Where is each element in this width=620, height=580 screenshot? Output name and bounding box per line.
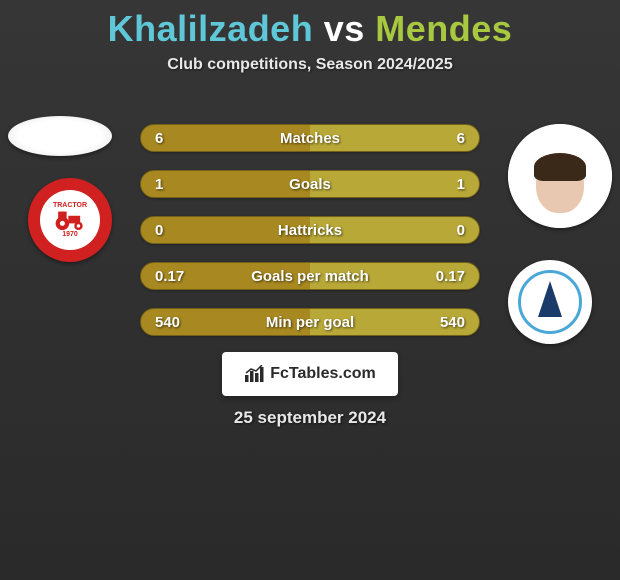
stat-right-value: 540 (440, 314, 465, 331)
vs-text: vs (324, 8, 365, 49)
stat-row: 540 Min per goal 540 (140, 308, 480, 336)
stat-right-value: 0 (457, 222, 465, 239)
stat-row: 0 Hattricks 0 (140, 216, 480, 244)
page-title: Khalilzadeh vs Mendes (0, 0, 620, 50)
stat-label: Matches (280, 130, 340, 147)
stat-left-value: 6 (155, 130, 163, 147)
stats-list: 6 Matches 6 1 Goals 1 0 Hattricks 0 0.17 Goals per… (140, 124, 480, 354)
stat-left-value: 540 (155, 314, 180, 331)
club-year: 1970 (62, 231, 78, 238)
stat-label: Goals per match (251, 268, 369, 285)
stat-label: Hattricks (278, 222, 342, 239)
stat-right-value: 1 (457, 176, 465, 193)
stat-left-value: 1 (155, 176, 163, 193)
comparison-infographic: Khalilzadeh vs Mendes Club competitions,… (0, 0, 620, 580)
stat-label: Min per goal (266, 314, 354, 331)
player2-name: Mendes (375, 8, 512, 49)
club-badge-inner: TRACTOR 1970 (40, 190, 100, 250)
player2-club-badge (508, 260, 592, 344)
branding-text: FcTables.com (270, 365, 376, 383)
club-name-top: TRACTOR (53, 202, 87, 209)
chart-icon (244, 365, 266, 383)
stat-label: Goals (289, 176, 331, 193)
stat-row: 0.17 Goals per match 0.17 (140, 262, 480, 290)
stat-row: 1 Goals 1 (140, 170, 480, 198)
club-badge-inner (518, 270, 582, 334)
stat-row: 6 Matches 6 (140, 124, 480, 152)
player1-name: Khalilzadeh (108, 8, 314, 49)
face-icon (508, 124, 612, 228)
stat-left-value: 0.17 (155, 268, 184, 285)
subtitle: Club competitions, Season 2024/2025 (0, 56, 620, 74)
tractor-icon (53, 209, 87, 231)
branding-badge: FcTables.com (222, 352, 398, 396)
stat-right-value: 0.17 (436, 268, 465, 285)
player1-club-badge: TRACTOR 1970 (28, 178, 112, 262)
player1-avatar (8, 116, 112, 156)
date-text: 25 september 2024 (234, 408, 386, 428)
stat-left-value: 0 (155, 222, 163, 239)
stat-right-value: 6 (457, 130, 465, 147)
player2-avatar (508, 124, 612, 228)
